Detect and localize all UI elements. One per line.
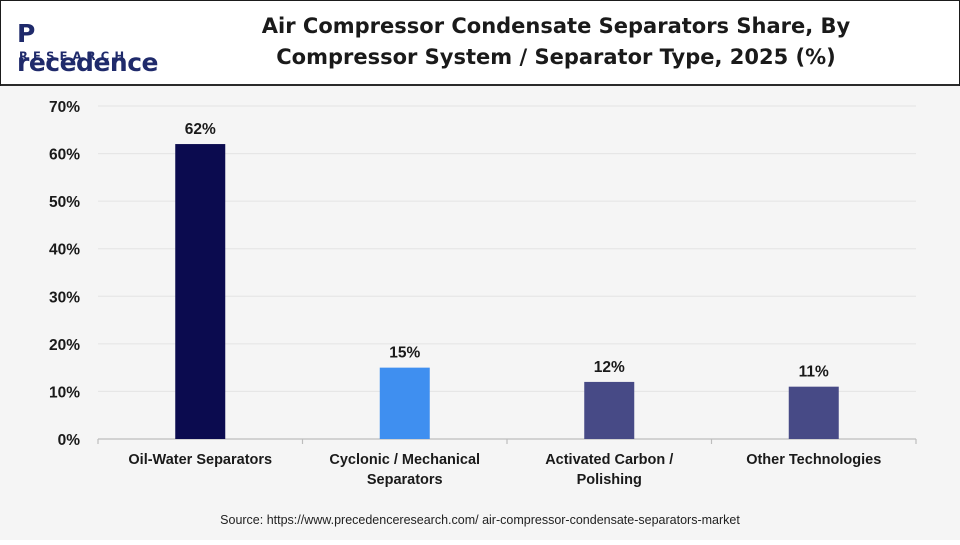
y-tick-label: 60%: [49, 147, 80, 164]
plot-area: 0% 10% 20% 30% 40% 50% 60% 70% 62% Oil-Water Sepa…: [0, 86, 960, 540]
y-tick-label: 30%: [49, 289, 80, 306]
bar: [584, 381, 635, 439]
x-tick-label: Cyclonic / Mechanical: [329, 452, 480, 468]
brand-name: Precedence: [17, 19, 167, 77]
x-tick-label: Oil-Water Separators: [128, 452, 272, 468]
y-tick-label: 0%: [58, 432, 81, 449]
chart-title-line-1: Air Compressor Condensate Separators Sha…: [261, 14, 851, 38]
x-tick-label: Polishing: [577, 472, 642, 488]
chart-title-line-2: Compressor System / Separator Type, 2025…: [276, 45, 836, 69]
brand-logo: Precedence RESEARCH: [17, 19, 167, 77]
data-label: 12%: [594, 359, 625, 376]
y-tick-label: 50%: [49, 194, 80, 211]
x-tick-label: Other Technologies: [746, 452, 881, 468]
bar: [788, 386, 839, 439]
chart-title: Air Compressor Condensate Separators Sha…: [251, 11, 861, 73]
bar-chart: 0% 10% 20% 30% 40% 50% 60% 70% 62% Oil-Water Sepa…: [49, 99, 917, 488]
y-tick-label: 40%: [49, 242, 80, 259]
bar: [379, 367, 430, 439]
y-tick-label: 70%: [49, 99, 80, 116]
brand-subtitle: RESEARCH: [19, 49, 130, 63]
data-label: 15%: [389, 345, 420, 362]
y-tick-label: 20%: [49, 337, 80, 354]
x-tick-label: Activated Carbon /: [545, 452, 673, 468]
brand-name-rest: recedence: [17, 48, 158, 77]
bar: [175, 144, 226, 440]
brand-name-initial: P: [17, 19, 35, 48]
header: Precedence RESEARCH Air Compressor Conde…: [1, 1, 959, 86]
data-label: 62%: [185, 121, 216, 138]
y-tick-label: 10%: [49, 384, 80, 401]
source-note: Source: https://www.precedenceresearch.c…: [220, 513, 740, 527]
x-tick-label: Separators: [367, 472, 443, 488]
data-label: 11%: [799, 364, 829, 381]
